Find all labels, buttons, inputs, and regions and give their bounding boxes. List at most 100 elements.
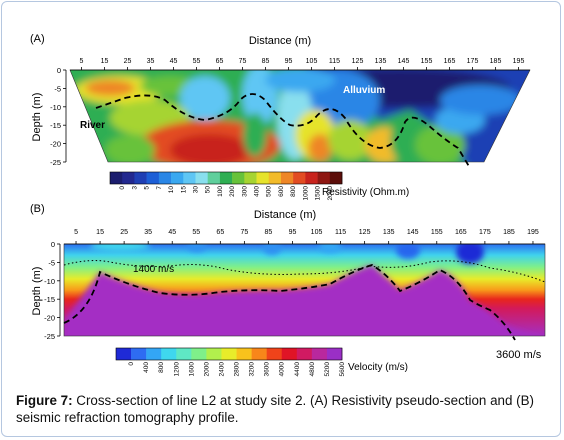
panel-a-x-tick-label: 175 (467, 58, 479, 65)
panel-a-axes: 5 15 25 35 45 55 65 75 85 95 105 115 125 135 145 155 165… (50, 58, 530, 167)
velocity-colorbar-tick-label: 4000 (279, 362, 286, 377)
velocity-colorbar-tick-label: 3600 (264, 362, 271, 377)
resistivity-colorbar-border (109, 171, 343, 185)
panel-a-x-tick-label: 25 (124, 58, 132, 65)
velocity-section (64, 244, 545, 336)
panel-b-x-tick-label: 15 (96, 229, 104, 236)
alluvium-label: Alluvium (343, 85, 385, 96)
velocity-colorbar-swatch (296, 348, 313, 360)
panel-a-x-tick-label: 125 (352, 58, 364, 65)
velocity-colorbar-tick-label: 800 (158, 362, 165, 373)
resistivity-colorbar-swatch (329, 172, 343, 184)
resistivity-colorbar-swatch (293, 172, 306, 184)
velocity-colorbar-swatch (251, 348, 267, 360)
resistivity-colorbar-swatch (280, 172, 294, 184)
velocity-colorbar-swatch (131, 348, 147, 360)
resistivity-section (70, 70, 530, 162)
panel-b-x-tick-label: 95 (289, 229, 297, 236)
resistivity-colorbar-swatch (146, 172, 160, 184)
resistivity-colorbar-tick-label: 600 (278, 186, 285, 197)
velocity-colorbar-swatch (311, 348, 328, 360)
velocity-colorbar-swatch (221, 348, 237, 360)
panel-b-x-tick-label: 135 (383, 229, 395, 236)
panel-b-x-tick-label: 65 (216, 229, 224, 236)
panel-b-y-tick-label: -10 (44, 277, 55, 286)
panel-a-x-tick-label: 135 (375, 58, 387, 65)
panel-a: (A) Distance (m) Depth (m) (30, 33, 531, 201)
resistivity-colorbar-tick-label: 300 (241, 186, 248, 197)
panel-b-label: (B) (30, 203, 45, 215)
panel-b-x-tick-label: 145 (407, 229, 419, 236)
resistivity-colorbar-swatch (244, 172, 257, 184)
panel-b-x-tick-label: 55 (192, 229, 200, 236)
panel-a-y-tick-label: 0 (57, 66, 61, 75)
panel-a-y-tick-label: -10 (50, 103, 61, 112)
panel-b-y-tick-label: -20 (44, 314, 55, 323)
velocity-colorbar-tick-label: 1600 (188, 362, 195, 377)
resistivity-colorbar-tick-label: 15 (180, 186, 187, 194)
velocity-colorbar-tick-label: 2800 (234, 362, 241, 377)
panel-b-x-tick-label: 75 (240, 229, 248, 236)
velocity-colorbar-tick-label: 3200 (249, 362, 256, 377)
panel-b-y-tick-label: -25 (44, 332, 55, 341)
panel-b-x-tick-label: 155 (431, 229, 443, 236)
resistivity-colorbar-tick-label: 2000 (327, 186, 334, 201)
panel-a-y-tick-label: -20 (50, 140, 61, 149)
panel-b-colorbar: 0 400 800 1200 1600 2000 2400 2800 3200 3600 4000 4… (115, 347, 346, 377)
velocity-colorbar-tick-label: 1200 (173, 362, 180, 377)
panel-a-x-tick-label: 95 (285, 58, 293, 65)
velocity-colorbar-swatch (236, 348, 252, 360)
velocity-1400-contour (63, 260, 546, 283)
velocity-colorbar-swatch (326, 348, 343, 360)
resistivity-colorbar-tick-label: 5 (144, 186, 151, 190)
velocity-colorbar-tick-label: 2400 (218, 362, 225, 377)
panel-b-y-tick-label: 0 (51, 240, 55, 249)
resistivity-colorbar-swatch (256, 172, 270, 184)
panel-a-x-title: Distance (m) (249, 35, 311, 47)
resistivity-colorbar-tick-label: 30 (192, 186, 199, 194)
resistivity-colorbar-tick-label: 800 (290, 186, 297, 197)
resistivity-colorbar-swatch (171, 172, 184, 184)
panel-b-x-tick-label: 175 (479, 229, 491, 236)
panel-b-y-tick-label: -15 (44, 295, 55, 304)
panel-a-x-tick-label: 35 (147, 58, 155, 65)
resistivity-colorbar-swatch (134, 172, 147, 184)
resistivity-colorbar-swatch (317, 172, 331, 184)
resistivity-colorbar-tick-label: 1500 (315, 186, 322, 201)
panel-a-x-tick-label: 145 (398, 58, 410, 65)
panel-a-x-tick-label: 195 (513, 58, 525, 65)
panel-b-y-title: Depth (m) (31, 267, 43, 316)
velocity-colorbar-tick-label: 2000 (203, 362, 210, 377)
figure-canvas: (A) Distance (m) Depth (m) (30, 33, 546, 377)
velocity-colorbar-swatch (206, 348, 222, 360)
panel-a-x-tick-label: 115 (329, 58, 340, 65)
resistivity-colorbar-tick-label: 50 (205, 186, 212, 194)
panel-b-x-tick-label: 35 (144, 229, 152, 236)
panel-b-x-tick-label: 25 (120, 229, 128, 236)
panel-a-x-tick-label: 105 (306, 58, 318, 65)
resistivity-colorbar-swatch (219, 172, 233, 184)
velocity-colorbar-swatch (161, 348, 177, 360)
resistivity-colorbar-swatch (158, 172, 172, 184)
velocity-colorbar-tick-label: 5200 (324, 362, 331, 377)
panel-a-x-tick-label: 75 (239, 58, 247, 65)
panel-b-x-tick-label: 115 (335, 229, 346, 236)
resistivity-colorbar-tick-label: 10 (168, 186, 175, 194)
resistivity-colorbar-swatch (232, 172, 245, 184)
resistivity-colorbar-tick-label: 1000 (302, 186, 309, 201)
resistivity-colorbar-tick-label: 7 (156, 186, 163, 190)
panel-b-x-tick-label: 165 (455, 229, 467, 236)
velocity-colorbar-swatch (146, 348, 162, 360)
resistivity-colorbar-swatch (122, 172, 135, 184)
panel-a-x-tick-label: 5 (80, 58, 84, 65)
velocity-colorbar-swatch (191, 348, 207, 360)
panel-b-x-tick-label: 125 (359, 229, 371, 236)
panel-a-x-tick-label: 85 (262, 58, 270, 65)
resistivity-colorbar-tick-label: 400 (254, 186, 261, 197)
velocity-colorbar-tick-label: 4400 (294, 362, 301, 377)
panel-a-x-tick-label: 45 (170, 58, 178, 65)
resistivity-colorbar-tick-label: 500 (266, 186, 273, 197)
velocity-colorbar-tick-label: 400 (143, 362, 150, 373)
panel-b: (B) Distance (m) Depth (m) 1400 m/s 3600… (30, 203, 546, 377)
resistivity-colorbar-title: Resistivity (Ohm.m) (322, 187, 409, 198)
